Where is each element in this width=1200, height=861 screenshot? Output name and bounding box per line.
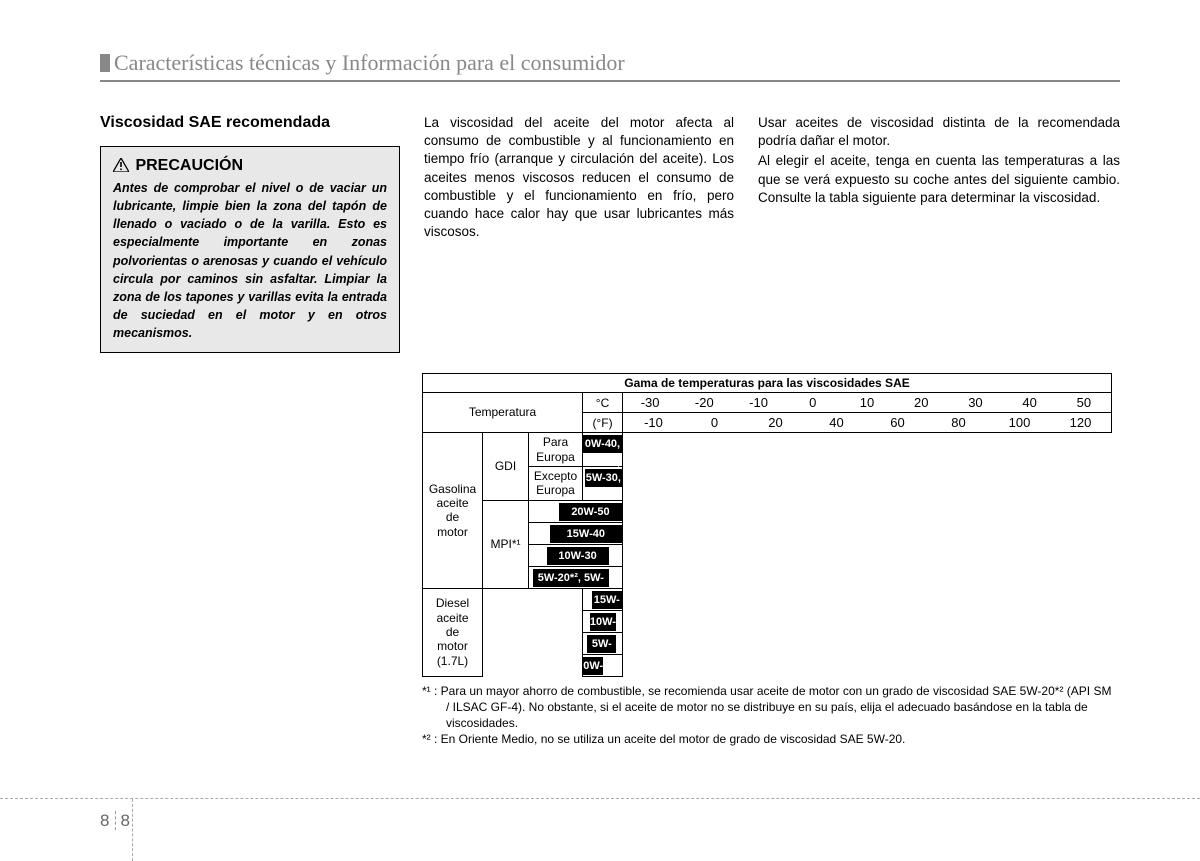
bar-cell: 5W-30, 5W-40 (583, 466, 623, 500)
viscosity-chart: Gama de temperaturas para las viscosidad… (422, 373, 1112, 677)
bar-cell: 15W-40 (529, 522, 623, 544)
viscosity-bar: 5W-30 (587, 635, 616, 653)
subgroup-label: GDI (483, 433, 529, 501)
caution-label: PRECAUCIÓN (135, 157, 243, 174)
footer-dash (0, 798, 1200, 799)
row-label: ParaEuropa (529, 433, 583, 467)
viscosity-bar: 10W-30 (590, 613, 617, 631)
bar-cell: 10W-30 (583, 610, 623, 632)
row-label: ExceptoEuropa (529, 466, 583, 500)
f-scale: -10020406080100120 (623, 413, 1112, 433)
caution-text: Antes de comprobar el nivel o de vaciar … (113, 179, 387, 342)
bar-cell: 10W-30 (529, 544, 623, 566)
viscosity-bar: 15W-40 (592, 591, 622, 609)
footnote-2: *² : En Oriente Medio, no se utiliza un … (422, 731, 1112, 747)
bar-cell: 15W-40 (583, 588, 623, 610)
viscosity-bar: 10W-30 (547, 547, 609, 565)
viscosity-bar: 0W-30 (583, 657, 603, 675)
viscosity-bar: 0W-40, 5W-30, 5W-40 (583, 435, 622, 453)
unit-c: °C (583, 393, 623, 413)
page-number: 8 (120, 811, 129, 830)
temp-label: Temperatura (423, 393, 583, 433)
viscosity-bar: 5W-20*², 5W-30 (533, 569, 608, 587)
paragraph-mid: La viscosidad del aceite del motor afect… (424, 114, 734, 242)
section-number: 8 (100, 811, 116, 830)
group-label: Gasolinaaceitedemotor (423, 433, 483, 589)
viscosity-bar: 15W-40 (550, 525, 622, 543)
row-label (483, 610, 583, 632)
bar-cell: 0W-30 (583, 654, 623, 676)
paragraph-right-2: Al elegir el aceite, tenga en cuenta las… (758, 152, 1120, 207)
bar-cell: 5W-30 (583, 632, 623, 654)
subgroup-label: MPI*¹ (483, 500, 529, 588)
warning-icon (113, 158, 129, 172)
viscosity-bar: 20W-50 (559, 503, 622, 521)
viscosity-bar: 5W-30, 5W-40 (585, 469, 622, 487)
page-header: Características técnicas y Información p… (100, 50, 1120, 82)
caution-title: PRECAUCIÓN (113, 157, 387, 175)
page-footer: 88 (100, 811, 130, 831)
footer-dash-v (132, 799, 133, 861)
section-title: Viscosidad SAE recomendada (100, 114, 400, 132)
caution-box: PRECAUCIÓN Antes de comprobar el nivel o… (100, 146, 400, 353)
unit-f: (°F) (583, 413, 623, 433)
c-scale: -30-20-1001020304050 (623, 393, 1112, 413)
row-label (483, 654, 583, 676)
bar-cell: 5W-20*², 5W-30 (529, 566, 623, 588)
bar-cell: 20W-50 (529, 500, 623, 522)
chart-title: Gama de temperaturas para las viscosidad… (423, 374, 1112, 393)
paragraph-right-1: Usar aceites de viscosidad distinta de l… (758, 114, 1120, 150)
group-label: Dieselaceitedemotor(1.7L) (423, 588, 483, 676)
row-label (483, 632, 583, 654)
footnote-1: *¹ : Para un mayor ahorro de combustible… (422, 683, 1112, 732)
bar-cell: 0W-40, 5W-30, 5W-40 (583, 433, 623, 467)
